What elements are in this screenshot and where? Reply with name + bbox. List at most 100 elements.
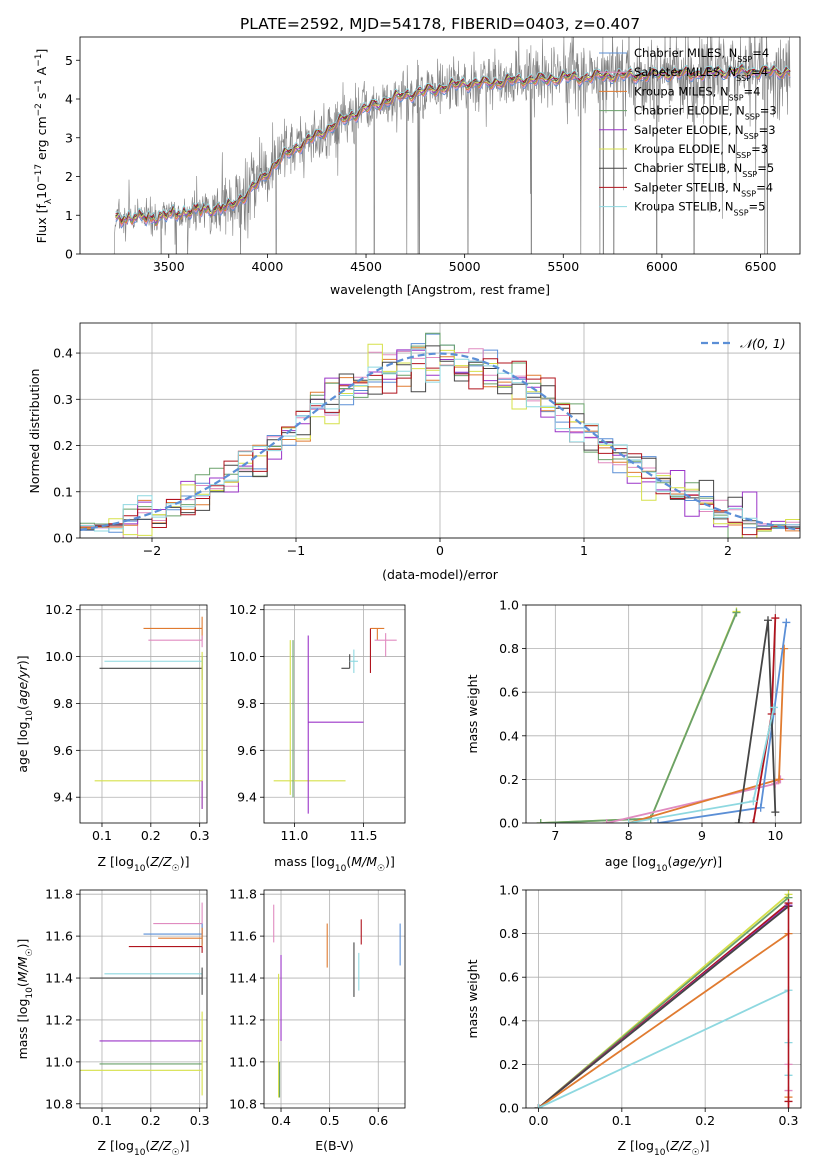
plot-area-mass-weight-vs-age <box>536 607 791 823</box>
y-tick-label: 0.2 <box>53 438 73 453</box>
axes-frame <box>263 889 406 1109</box>
y-tick-label: 10.2 <box>45 602 73 617</box>
errorbar-kroupa-stelib <box>104 656 203 666</box>
errorbar-chabrier-miles <box>143 923 203 945</box>
y-tick-label: 0.4 <box>53 346 73 361</box>
legend-tail: =4 <box>744 84 761 98</box>
label-part: Flux [f <box>34 204 49 244</box>
plot-area-mass-weight-vs-Z <box>534 890 793 1108</box>
x-tick-label: 8 <box>625 828 633 843</box>
errorbar-kroupa-elodie <box>94 651 203 809</box>
series-line <box>540 611 738 823</box>
y-tick-label: 11.8 <box>45 887 73 902</box>
label-part: A <box>34 66 49 79</box>
legend-entry: Kroupa MILES, NSSP=4 <box>634 84 760 102</box>
legend-sub: SSP <box>736 151 751 160</box>
label-part: Z/Z <box>669 1138 692 1153</box>
axes-frame <box>525 604 802 824</box>
legend-text: Salpeter STELIB, N <box>634 180 741 194</box>
y-tick-label: 11.6 <box>45 929 73 944</box>
label-part: age/yr <box>15 664 30 705</box>
x-tick-label: 0.3 <box>779 1113 799 1128</box>
axes-frame <box>79 322 801 539</box>
point-marker <box>654 819 662 823</box>
x-tick-label: 7 <box>551 828 559 843</box>
x-tick-label: 5000 <box>449 259 481 274</box>
axes-frame <box>263 604 406 824</box>
y-axis-label: mass weight <box>465 674 480 753</box>
label-part: ☉ <box>172 864 180 874</box>
y-tick-label: 11.8 <box>229 887 257 902</box>
x-tick-label: 0.3 <box>190 828 210 843</box>
label-part: ☉ <box>692 1148 700 1158</box>
plot-area-spectrum <box>112 37 791 254</box>
x-tick-label: 0.1 <box>612 1113 632 1128</box>
axes-age-vs-Z: 0.1 0.2 0.39.49.69.810.010.2Z [log10(Z/Z☉)… <box>15 602 210 874</box>
axes-frame <box>79 36 801 255</box>
legend-entry: 𝒩(0, 1) <box>740 336 786 351</box>
errorbar-kroupa-elodie <box>80 1011 203 1096</box>
x-tick-label: 0.4 <box>271 1113 291 1128</box>
errorbar-chabrier-stelib <box>89 967 203 995</box>
y-tick-label: 1.0 <box>499 883 519 898</box>
legend-sub: SSP <box>729 93 744 102</box>
y-axis-label: age [log10(age/yr)] <box>15 655 35 772</box>
legend-sub: SSP <box>744 131 759 140</box>
x-tick-label: 0.6 <box>368 1113 388 1128</box>
y-tick-label: 2 <box>65 169 73 184</box>
errorbar-salpeter-miles <box>153 902 203 935</box>
label-part: ( <box>665 1138 670 1153</box>
legend-tail: =5 <box>749 200 766 214</box>
point-marker <box>769 703 778 712</box>
y-axis-label: Flux [fλ10−17 erg cm−2 s−1 A−1] <box>34 49 54 244</box>
y-tick-label: 0.2 <box>499 1057 519 1072</box>
label-part: −2 <box>34 103 44 116</box>
legend-tail: =4 <box>751 65 768 79</box>
point-marker <box>764 616 772 625</box>
x-tick-label: −2 <box>143 543 161 558</box>
point-marker <box>602 819 611 823</box>
y-tick-label: 5 <box>65 53 73 68</box>
label-part: ( <box>145 1138 150 1153</box>
y-tick-label: 10.2 <box>229 602 257 617</box>
series-line <box>540 612 738 823</box>
label-part: −1 <box>34 54 44 67</box>
legend-text: Salpeter ELODIE, N <box>634 123 744 137</box>
x-tick-label: 4000 <box>251 259 283 274</box>
legend-text: Kroupa MILES, N <box>634 84 729 98</box>
label-part: M/M <box>351 854 377 869</box>
label-part: Z [log <box>98 1138 134 1153</box>
y-tick-label: 10.0 <box>45 649 73 664</box>
normal-curve <box>80 352 800 531</box>
y-tick-label: 0.8 <box>499 926 519 941</box>
y-tick-label: 9.4 <box>237 790 257 805</box>
point-marker <box>749 819 758 823</box>
x-axis-label: E(B-V) <box>315 1138 354 1153</box>
x-tick-label: 0.2 <box>141 1113 161 1128</box>
label-part: age [log <box>605 854 656 869</box>
label-part: erg cm <box>34 116 49 164</box>
label-part: ☉ <box>377 864 385 874</box>
x-tick-label: 6500 <box>745 259 777 274</box>
errorbar-salpeter-miles <box>148 635 203 648</box>
y-tick-label: 4 <box>65 92 73 107</box>
legend-sub: SSP <box>737 55 752 64</box>
y-tick-label: 0.2 <box>499 772 519 787</box>
y-tick-label: 11.4 <box>45 971 73 986</box>
y-axis-label: Normed distribution <box>27 369 42 494</box>
label-part: −17 <box>34 164 44 183</box>
legend-sub: SSP <box>741 189 756 198</box>
label-part: 10 <box>134 864 146 874</box>
legend-tail: =4 <box>756 180 773 194</box>
y-tick-label: 0.3 <box>53 392 73 407</box>
point-marker <box>536 819 545 823</box>
y-tick-label: 11.0 <box>229 1054 257 1069</box>
legend-entry: Kroupa STELIB, NSSP=5 <box>634 200 765 218</box>
x-tick-label: 0.1 <box>92 828 112 843</box>
label-part: Z [log <box>618 1138 654 1153</box>
y-tick-label: 3 <box>65 130 73 145</box>
plot-area-mass-vs-Z <box>80 902 203 1096</box>
axes-frame <box>525 889 802 1109</box>
legend-entry: Chabrier MILES, NSSP=4 <box>634 46 769 64</box>
legend-sub: SSP <box>734 208 749 217</box>
